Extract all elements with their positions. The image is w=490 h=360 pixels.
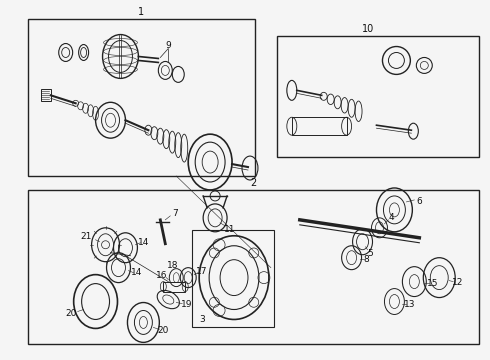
Text: 11: 11 xyxy=(224,225,236,234)
Text: 16: 16 xyxy=(155,271,167,280)
Bar xyxy=(277,36,479,157)
Text: 7: 7 xyxy=(172,210,178,219)
Bar xyxy=(192,230,274,328)
Text: 20: 20 xyxy=(158,326,169,335)
Text: 9: 9 xyxy=(166,41,171,50)
Text: 6: 6 xyxy=(416,197,422,206)
Text: 8: 8 xyxy=(364,255,369,264)
Text: 14: 14 xyxy=(131,268,142,277)
Text: 19: 19 xyxy=(180,300,192,309)
Text: 15: 15 xyxy=(426,279,438,288)
Text: 14: 14 xyxy=(138,238,149,247)
Text: 18: 18 xyxy=(167,261,178,270)
Text: 20: 20 xyxy=(65,309,76,318)
Bar xyxy=(41,89,51,101)
Text: 3: 3 xyxy=(199,315,205,324)
Text: 5: 5 xyxy=(368,249,373,258)
Text: 10: 10 xyxy=(362,24,374,33)
Text: 4: 4 xyxy=(389,213,394,222)
Bar xyxy=(292,117,346,135)
Bar xyxy=(163,282,185,292)
Text: 17: 17 xyxy=(196,267,208,276)
Bar xyxy=(28,19,255,176)
Text: 21: 21 xyxy=(80,232,91,241)
Text: 1: 1 xyxy=(138,6,145,17)
Text: 13: 13 xyxy=(404,300,415,309)
Bar xyxy=(28,190,479,345)
Text: 2: 2 xyxy=(250,178,257,188)
Text: 12: 12 xyxy=(451,278,463,287)
